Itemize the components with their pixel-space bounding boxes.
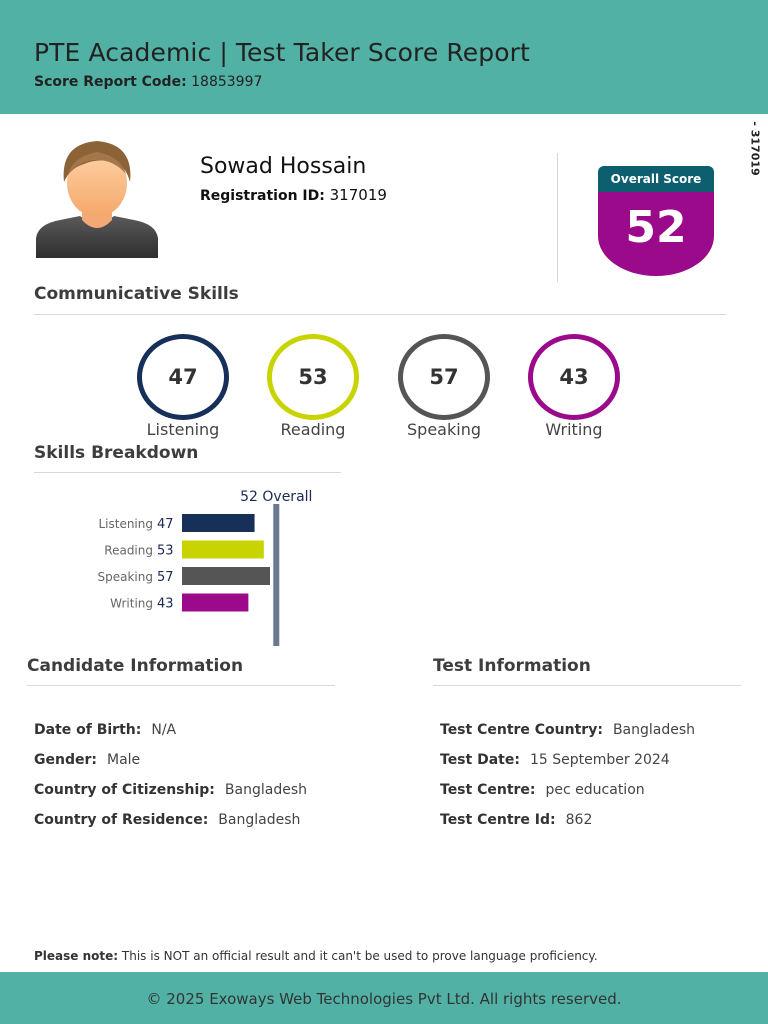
skill-circle-reading: 53 bbox=[267, 334, 359, 420]
footer-copyright: © 2025 Exoways Web Technologies Pvt Ltd.… bbox=[146, 990, 622, 1008]
bar-value-writing: 43 bbox=[157, 597, 174, 612]
test_info-value-test-centre: pec education bbox=[545, 782, 645, 798]
registration-id: Registration ID: 317019 bbox=[200, 186, 387, 204]
overall-score-shield bbox=[598, 192, 714, 276]
communicative-skills-divider bbox=[34, 314, 726, 315]
footer: © 2025 Exoways Web Technologies Pvt Ltd.… bbox=[0, 972, 768, 1024]
skill-label-speaking: Speaking bbox=[407, 420, 481, 439]
test_info-row-test-date: Test Date: 15 September 2024 bbox=[440, 752, 670, 768]
skill-score-listening: 47 bbox=[168, 365, 198, 389]
avatar-icon bbox=[36, 141, 158, 258]
candidate-name: Sowad Hossain bbox=[200, 154, 367, 179]
test_info-row-test-centre: Test Centre: pec education bbox=[440, 782, 645, 798]
candidate_info-value-gender: Male bbox=[106, 752, 141, 768]
candidate-information-divider bbox=[27, 685, 335, 686]
bar-writing bbox=[182, 593, 249, 612]
skill-label-listening: Listening bbox=[146, 420, 220, 439]
disclaimer-note: Please note: This is NOT an official res… bbox=[34, 949, 598, 963]
test_info-label-test-centre-country: Test Centre Country: bbox=[440, 722, 603, 738]
skill-score-reading: 53 bbox=[298, 365, 328, 389]
skill-circle-writing: 43 bbox=[528, 334, 620, 420]
skills-breakdown-divider bbox=[34, 472, 341, 473]
candidate_info-row-country-of-citizenship: Country of Citizenship: Bangladesh bbox=[34, 782, 307, 798]
candidate-information-title: Candidate Information bbox=[27, 656, 244, 676]
candidate_info-value-date-of-birth: N/A bbox=[151, 722, 177, 738]
bar-listening bbox=[182, 514, 255, 532]
skill-circle-listening: 47 bbox=[137, 334, 229, 420]
candidate_info-row-country-of-residence: Country of Residence: Bangladesh bbox=[34, 812, 300, 828]
test-information-title: Test Information bbox=[433, 656, 591, 676]
disclaimer-label: Please note: bbox=[34, 949, 119, 963]
test_info-value-test-centre-id: 862 bbox=[565, 812, 593, 828]
skill-circle-speaking: 57 bbox=[398, 334, 490, 420]
bar-value-listening: 47 bbox=[157, 517, 174, 532]
overall-marker-line bbox=[273, 504, 280, 646]
report-header: PTE Academic | Test Taker Score Report S… bbox=[0, 0, 768, 114]
skills-breakdown-chart: Listening 47 Reading 53 Speaking 57 Writing 43 5… bbox=[98, 489, 312, 646]
overall-score-value: 52 bbox=[625, 202, 687, 253]
skill-label-writing: Writing bbox=[545, 420, 603, 439]
skill-score-writing: 43 bbox=[559, 365, 589, 389]
bar-label-writing: Writing bbox=[110, 597, 153, 611]
overall-marker-label: 52 Overall bbox=[240, 489, 312, 505]
test_info-row-test-centre-country: Test Centre Country: Bangladesh bbox=[440, 722, 695, 738]
registration-id-value: 317019 bbox=[329, 186, 387, 204]
score-report-code-label: Score Report Code: bbox=[34, 74, 187, 90]
bar-row-listening: Listening 47 bbox=[98, 514, 255, 532]
test_info-label-test-centre-id: Test Centre Id: bbox=[440, 812, 556, 828]
candidate_info-row-date-of-birth: Date of Birth: N/A bbox=[34, 722, 176, 738]
test-information-divider bbox=[433, 685, 741, 686]
skill-label-reading: Reading bbox=[280, 420, 346, 439]
score-report-code: Score Report Code: 18853997 bbox=[34, 74, 262, 90]
candidate_info-label-date-of-birth: Date of Birth: bbox=[34, 722, 142, 738]
side-registration-id: - 317019 bbox=[740, 118, 768, 178]
header-divider bbox=[557, 153, 558, 282]
bar-value-reading: 53 bbox=[157, 544, 174, 559]
test_info-row-test-centre-id: Test Centre Id: 862 bbox=[440, 812, 592, 828]
bar-speaking bbox=[182, 567, 270, 585]
bar-row-speaking: Speaking 57 bbox=[98, 567, 270, 585]
page-title: PTE Academic | Test Taker Score Report bbox=[34, 38, 530, 67]
bar-reading bbox=[182, 540, 264, 559]
bar-row-writing: Writing 43 bbox=[110, 593, 249, 612]
test_info-label-test-date: Test Date: bbox=[440, 752, 520, 768]
skill-score-speaking: 57 bbox=[429, 365, 459, 389]
candidate_info-label-gender: Gender: bbox=[34, 752, 97, 768]
test_info-label-test-centre: Test Centre: bbox=[440, 782, 536, 798]
candidate_info-value-country-of-residence: Bangladesh bbox=[218, 812, 301, 828]
bar-label-reading: Reading bbox=[104, 544, 153, 558]
overall-score-caption: Overall Score bbox=[598, 166, 714, 192]
candidate_info-row-gender: Gender: Male bbox=[34, 752, 140, 768]
bar-label-speaking: Speaking bbox=[98, 570, 153, 584]
test_info-value-test-centre-country: Bangladesh bbox=[612, 722, 696, 738]
overall-score-badge: Overall Score 52 bbox=[598, 166, 714, 276]
test_info-value-test-date: 15 September 2024 bbox=[529, 752, 670, 768]
skills-breakdown-title: Skills Breakdown bbox=[34, 443, 199, 463]
communicative-skills-title: Communicative Skills bbox=[34, 284, 239, 304]
candidate_info-value-country-of-citizenship: Bangladesh bbox=[224, 782, 307, 798]
candidate_info-label-country-of-citizenship: Country of Citizenship: bbox=[34, 782, 215, 798]
candidate_info-label-country-of-residence: Country of Residence: bbox=[34, 812, 209, 828]
bar-value-speaking: 57 bbox=[157, 570, 174, 585]
disclaimer-text: This is NOT an official result and it ca… bbox=[121, 949, 598, 963]
bar-row-reading: Reading 53 bbox=[104, 540, 264, 559]
side-registration-id-text: - 317019 bbox=[748, 121, 762, 176]
registration-id-label: Registration ID: bbox=[200, 188, 325, 204]
bar-label-listening: Listening bbox=[98, 517, 153, 531]
score-report-code-value: 18853997 bbox=[191, 74, 263, 90]
